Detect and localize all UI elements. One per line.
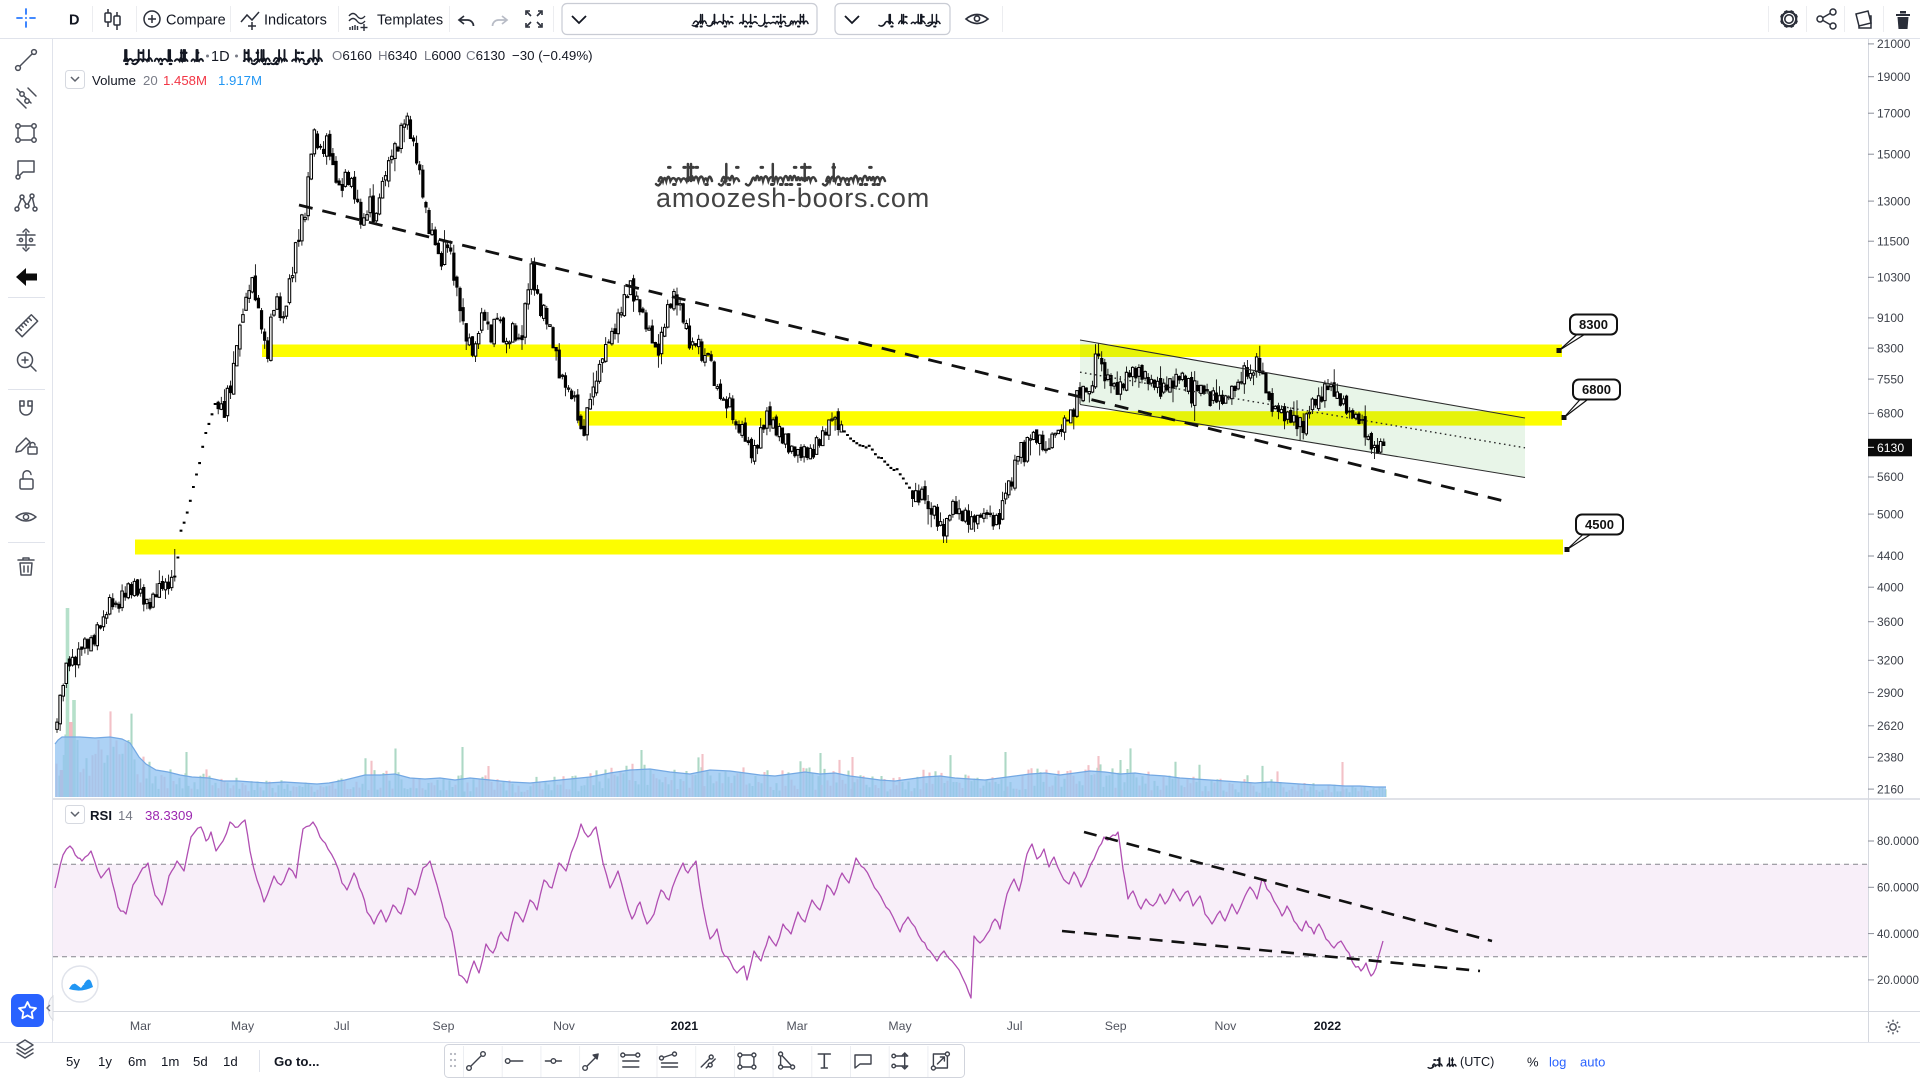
svg-text:O6160: O6160 bbox=[332, 48, 372, 63]
svg-text:6800: 6800 bbox=[1582, 382, 1611, 397]
svg-text:8300: 8300 bbox=[1579, 317, 1608, 332]
svg-text:19000: 19000 bbox=[1877, 70, 1911, 84]
svg-text:Jul: Jul bbox=[1007, 1019, 1023, 1033]
svg-text:9100: 9100 bbox=[1877, 311, 1904, 325]
svg-text:21000: 21000 bbox=[1877, 37, 1911, 51]
svg-text:C6130: C6130 bbox=[466, 48, 505, 63]
svg-text:amoozesh-boors.com: amoozesh-boors.com bbox=[656, 183, 930, 213]
svg-text:13000: 13000 bbox=[1877, 194, 1911, 208]
svg-text:6m: 6m bbox=[128, 1054, 146, 1069]
svg-text:auto: auto bbox=[1580, 1055, 1605, 1070]
svg-text:1m: 1m bbox=[161, 1054, 179, 1069]
svg-text:6130: 6130 bbox=[1877, 441, 1904, 455]
svg-text:May: May bbox=[231, 1019, 255, 1033]
svg-text:3600: 3600 bbox=[1877, 615, 1904, 629]
svg-text:5000: 5000 bbox=[1877, 507, 1904, 521]
svg-text:4500: 4500 bbox=[1585, 517, 1614, 532]
svg-text:2380: 2380 bbox=[1877, 751, 1904, 765]
svg-text:D: D bbox=[69, 13, 79, 29]
svg-text:Sep: Sep bbox=[1105, 1019, 1127, 1033]
svg-text:1y: 1y bbox=[98, 1054, 112, 1069]
svg-text:40.0000: 40.0000 bbox=[1877, 928, 1919, 941]
svg-text:6800: 6800 bbox=[1877, 407, 1904, 421]
svg-text:80.0000: 80.0000 bbox=[1877, 835, 1919, 848]
svg-text:2021: 2021 bbox=[671, 1019, 699, 1033]
svg-text:Sep: Sep bbox=[433, 1019, 455, 1033]
svg-text:Compare: Compare bbox=[166, 13, 226, 29]
svg-text:Jul: Jul bbox=[334, 1019, 350, 1033]
svg-text:5d: 5d bbox=[193, 1054, 208, 1069]
svg-text:38.3309: 38.3309 bbox=[145, 808, 193, 823]
svg-text:3200: 3200 bbox=[1877, 654, 1904, 668]
svg-text:1D: 1D bbox=[211, 49, 230, 65]
svg-text:4400: 4400 bbox=[1877, 549, 1904, 563]
svg-text:7550: 7550 bbox=[1877, 372, 1904, 386]
svg-text:RSI: RSI bbox=[90, 808, 112, 823]
svg-text:2900: 2900 bbox=[1877, 686, 1904, 700]
svg-text:1.458M: 1.458M bbox=[163, 73, 207, 88]
svg-text:20: 20 bbox=[143, 73, 158, 88]
svg-text:20.0000: 20.0000 bbox=[1877, 974, 1919, 987]
svg-text:L6000: L6000 bbox=[424, 48, 461, 63]
svg-text:11500: 11500 bbox=[1877, 234, 1910, 248]
svg-text:Volume: Volume bbox=[92, 73, 136, 88]
svg-text:−30 (−0.49%): −30 (−0.49%) bbox=[512, 48, 593, 63]
svg-text:10300: 10300 bbox=[1877, 271, 1911, 285]
svg-text:5600: 5600 bbox=[1877, 470, 1904, 484]
svg-text:15000: 15000 bbox=[1877, 147, 1911, 161]
svg-text:Go to...: Go to... bbox=[274, 1054, 319, 1069]
svg-text:8300: 8300 bbox=[1877, 341, 1904, 355]
svg-text:H6340: H6340 bbox=[378, 48, 417, 63]
svg-text:2022: 2022 bbox=[1314, 1019, 1342, 1033]
svg-text:2160: 2160 bbox=[1877, 782, 1904, 796]
svg-text:5y: 5y bbox=[66, 1054, 80, 1069]
svg-text:1.917M: 1.917M bbox=[218, 73, 262, 88]
svg-text:May: May bbox=[888, 1019, 912, 1033]
svg-text:1d: 1d bbox=[223, 1054, 238, 1069]
svg-text:14: 14 bbox=[118, 808, 133, 823]
svg-text:Nov: Nov bbox=[1214, 1019, 1237, 1033]
svg-text:(UTC): (UTC) bbox=[1460, 1055, 1494, 1069]
svg-text:Mar: Mar bbox=[787, 1019, 808, 1033]
svg-text:%: % bbox=[1527, 1055, 1539, 1070]
svg-text:log: log bbox=[1549, 1055, 1566, 1070]
svg-text:17000: 17000 bbox=[1877, 106, 1911, 120]
svg-text:60.0000: 60.0000 bbox=[1877, 882, 1919, 895]
svg-text:Indicators: Indicators bbox=[264, 13, 327, 29]
svg-text:Templates: Templates bbox=[377, 13, 443, 29]
svg-text:Mar: Mar bbox=[130, 1019, 151, 1033]
svg-text:Nov: Nov bbox=[553, 1019, 576, 1033]
svg-text:4000: 4000 bbox=[1877, 580, 1904, 594]
svg-text:2620: 2620 bbox=[1877, 719, 1904, 733]
